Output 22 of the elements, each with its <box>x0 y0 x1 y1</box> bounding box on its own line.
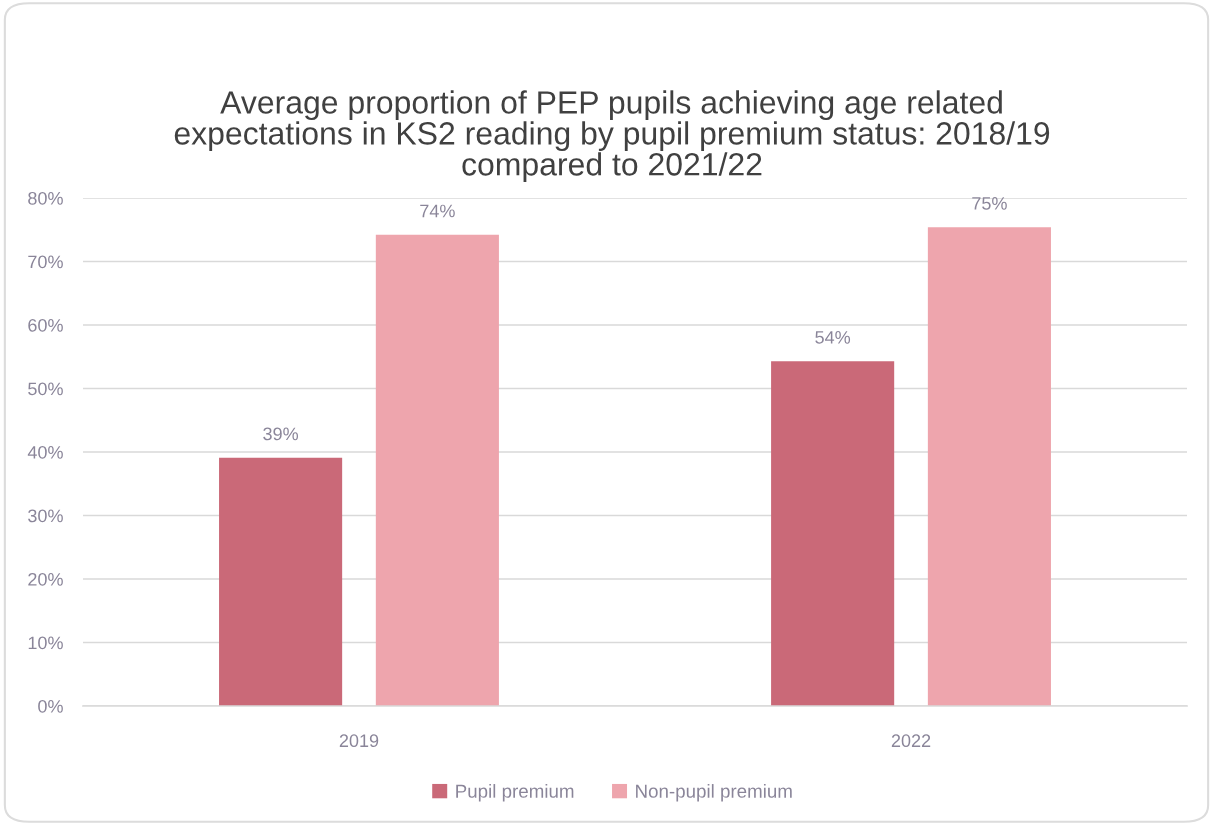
y-tick-label: 80% <box>28 191 63 205</box>
x-tick-label: 2022 <box>891 734 931 748</box>
y-tick-label: 10% <box>28 636 63 650</box>
y-tick-label: 30% <box>28 509 63 523</box>
y-tick-label: 60% <box>28 318 63 332</box>
y-tick-label: 70% <box>28 255 63 269</box>
y-tick-label: 50% <box>28 382 63 396</box>
y-tick-label: 0% <box>38 699 63 713</box>
bar <box>219 457 343 707</box>
data-label: 39% <box>263 427 299 441</box>
bar <box>771 361 895 707</box>
bar <box>375 234 499 707</box>
y-tick-label: 40% <box>27 445 63 459</box>
legend-label: Non-pupil premium <box>636 784 792 802</box>
x-tick-label: 2019 <box>339 734 379 748</box>
data-label: 75% <box>972 197 1007 210</box>
chart-title: Average proportion of PEP pupils achieving age related expectations in KS2 reading by pupil premium status: 2018/19 compared to 2021/22 <box>174 90 1050 182</box>
y-tick-label: 20% <box>28 572 63 586</box>
data-label: 54% <box>815 331 851 344</box>
legend-label: Pupil premium <box>456 784 574 802</box>
data-label: 74% <box>420 204 455 218</box>
bar <box>927 227 1051 707</box>
